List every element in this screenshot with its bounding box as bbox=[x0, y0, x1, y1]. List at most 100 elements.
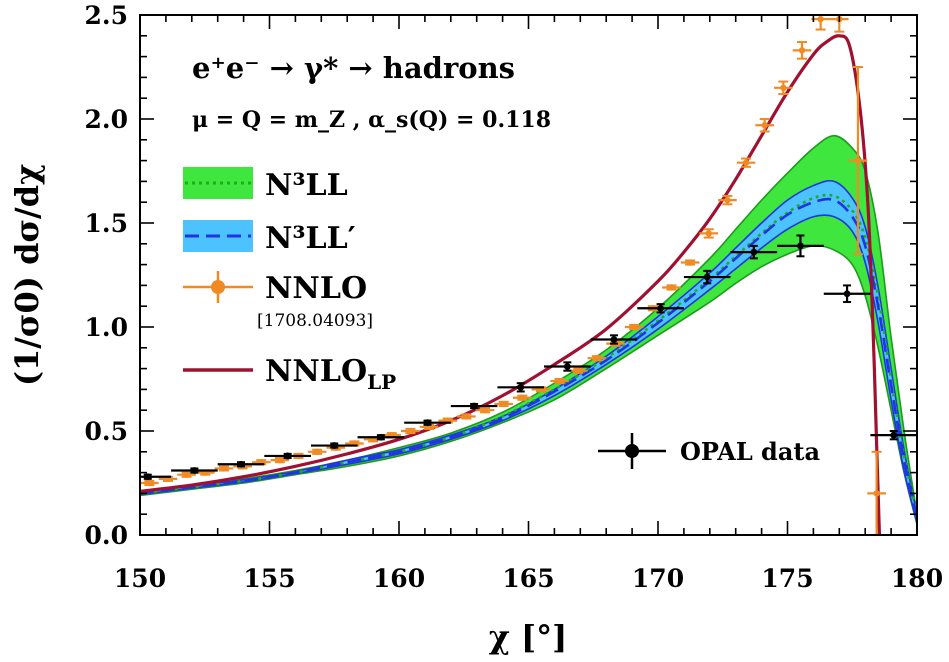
nnlo-marker bbox=[220, 465, 228, 472]
nnlo-marker bbox=[761, 122, 768, 129]
nnlo-point bbox=[457, 413, 476, 420]
curves bbox=[140, 34, 917, 535]
opal-marker bbox=[424, 419, 431, 427]
nnlo-marker bbox=[407, 427, 414, 435]
nnlo-marker bbox=[780, 84, 787, 92]
nnlo-marker bbox=[705, 230, 712, 237]
legend-n3llp-label: N³LL′ bbox=[265, 221, 356, 256]
nnlo-point bbox=[568, 367, 588, 374]
nnlo-point bbox=[494, 400, 513, 408]
opal-point bbox=[870, 430, 917, 441]
nnlo-marker bbox=[630, 323, 638, 331]
x-tick-label: 155 bbox=[243, 564, 295, 593]
bands bbox=[140, 134, 917, 525]
opal-point bbox=[140, 473, 172, 481]
nnlo-marker bbox=[481, 407, 489, 414]
nnlo-marker bbox=[873, 490, 880, 497]
opal-point bbox=[310, 442, 358, 449]
opal-marker bbox=[377, 433, 385, 441]
legend-nnlo-lp-label: NNLOLP bbox=[265, 354, 396, 394]
opal-marker bbox=[190, 467, 198, 474]
legend-opal-label: OPAL data bbox=[680, 437, 820, 466]
x-tick-label: 150 bbox=[114, 564, 166, 593]
nnlo-marker bbox=[798, 47, 806, 54]
x-tick-label: 160 bbox=[373, 564, 425, 593]
nnlo-marker bbox=[183, 471, 190, 478]
opal-point bbox=[777, 234, 824, 258]
opal-marker bbox=[284, 452, 292, 460]
nnlo-point bbox=[680, 259, 700, 266]
legend: N³LL N³LL′ NNLO [1708.04093] NNLOLP OPAL… bbox=[183, 167, 820, 469]
opal-marker bbox=[750, 248, 758, 256]
nnlo-point bbox=[401, 427, 420, 435]
nnlo-marker bbox=[276, 456, 284, 464]
opal-point bbox=[217, 460, 265, 468]
y-axis-title: (1/σ0) dσ/dχ bbox=[8, 164, 46, 386]
nnlo-point bbox=[307, 448, 327, 455]
nnlo-marker bbox=[724, 196, 731, 204]
nnlo-point bbox=[550, 377, 569, 385]
nnlo-marker bbox=[668, 284, 675, 291]
opal-point bbox=[590, 334, 638, 345]
opal-point bbox=[171, 467, 218, 474]
data-points bbox=[140, 15, 917, 535]
opal-marker bbox=[657, 304, 664, 312]
nnlo-marker bbox=[854, 157, 862, 164]
legend-n3llp: N³LL′ bbox=[183, 220, 356, 256]
opal-point bbox=[357, 433, 405, 441]
opal-point bbox=[730, 244, 778, 260]
opal-marker bbox=[610, 336, 618, 343]
nnlo-marker bbox=[817, 15, 824, 23]
nnlo-marker bbox=[593, 355, 601, 362]
nnlo-point bbox=[177, 471, 196, 478]
nnlo-point bbox=[755, 118, 775, 133]
nnlo-point bbox=[848, 66, 868, 256]
nnlo-marker bbox=[556, 377, 563, 385]
legend-nnlo-marker bbox=[211, 280, 225, 294]
nnlo-point bbox=[867, 450, 886, 535]
n3llp-central-line bbox=[140, 197, 917, 519]
opal-point bbox=[497, 382, 545, 393]
nnlo-point bbox=[624, 323, 644, 331]
opal-marker bbox=[237, 460, 245, 468]
opal-point bbox=[544, 361, 591, 372]
opal-marker bbox=[330, 442, 338, 449]
opal-point bbox=[683, 269, 731, 285]
n3llp-upper-edge bbox=[140, 179, 917, 515]
x-tick-label: 180 bbox=[891, 564, 943, 593]
axes: 150 155 160 165 170 175 180 0.0 0.5 1.0 1.5 2.0 2.5 bbox=[85, 1, 944, 593]
y-tick-label: 2.0 bbox=[85, 105, 129, 134]
opal-marker bbox=[843, 290, 851, 298]
y-tick-label: 0.0 bbox=[85, 521, 129, 550]
legend-opal: OPAL data bbox=[598, 433, 820, 469]
nnlo-point bbox=[587, 355, 607, 362]
nnlo-marker bbox=[146, 479, 153, 487]
legend-nnlo-label: NNLO bbox=[265, 271, 367, 306]
nnlo-point bbox=[718, 194, 737, 206]
legend-n3ll: N³LL bbox=[183, 167, 348, 203]
opal-marker bbox=[703, 273, 711, 281]
legend-nnlo-ref: [1708.04093] bbox=[257, 311, 373, 331]
nnlo-point bbox=[270, 456, 290, 464]
opal-marker bbox=[890, 431, 898, 439]
y-tick-label: 1.5 bbox=[85, 209, 129, 238]
params-label: μ = Q = m_Z , α_s(Q) = 0.118 bbox=[192, 107, 551, 133]
nnlo-point bbox=[774, 80, 793, 96]
opal-point bbox=[450, 402, 498, 410]
y-tick-label: 0.5 bbox=[85, 417, 129, 446]
nnlo-point bbox=[662, 284, 681, 291]
opal-marker bbox=[563, 363, 571, 370]
legend-opal-marker bbox=[625, 444, 639, 458]
nnlo-point bbox=[792, 41, 812, 60]
x-tick-label: 175 bbox=[761, 564, 813, 593]
opal-marker bbox=[517, 383, 525, 391]
opal-point bbox=[823, 284, 871, 304]
y-tick-label: 2.5 bbox=[85, 1, 129, 30]
opal-marker bbox=[797, 242, 804, 250]
legend-nnlo-lp-sub: LP bbox=[367, 370, 396, 394]
x-tick-label: 170 bbox=[632, 564, 684, 593]
nnlo-point bbox=[512, 394, 532, 401]
opal-marker bbox=[470, 402, 478, 410]
n3ll-lower-edge bbox=[140, 244, 917, 525]
